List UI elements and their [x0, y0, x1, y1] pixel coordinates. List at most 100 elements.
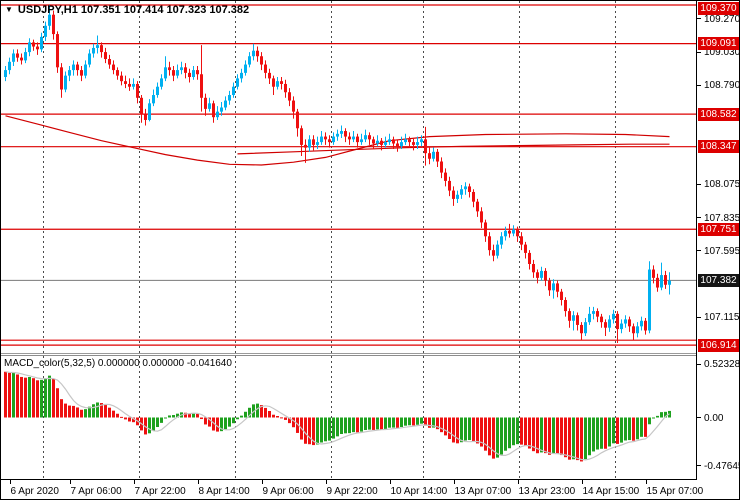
time-axis-tick — [325, 480, 327, 484]
candle-body — [300, 128, 303, 145]
candle-body — [424, 139, 427, 154]
macd-histogram-bar — [48, 375, 51, 418]
macd-histogram-bar — [488, 417, 491, 456]
candle-body — [604, 322, 607, 328]
candle-body — [452, 190, 455, 199]
candle-body — [320, 136, 323, 143]
time-axis-label: 10 Apr 14:00 — [390, 486, 448, 497]
macd-histogram-bar — [84, 409, 87, 418]
candle-body — [404, 139, 407, 143]
candle-body — [536, 272, 539, 278]
candle-body — [72, 64, 75, 71]
candle-body — [112, 64, 115, 71]
macd-axis-label: 0.523285 — [704, 359, 740, 371]
macd-histogram-bar — [264, 407, 267, 418]
candle-body — [76, 64, 79, 71]
macd-histogram-bar — [460, 417, 463, 443]
candle-body — [500, 236, 503, 245]
candle-body — [28, 42, 31, 53]
macd-axis-tick — [697, 417, 701, 418]
macd-histogram-bar — [420, 417, 423, 424]
y-axis-label: 108.075 — [704, 179, 740, 191]
time-axis-tick — [389, 480, 391, 484]
y-axis-tick — [697, 316, 701, 318]
candle-body — [180, 67, 183, 71]
candle-body — [512, 229, 515, 234]
candle-body — [636, 326, 639, 334]
macd-histogram-bar — [40, 379, 43, 418]
candle-body — [620, 323, 623, 330]
macd-histogram-bar — [544, 417, 547, 454]
candle-body — [296, 111, 299, 129]
macd-histogram-bar — [660, 412, 663, 418]
macd-histogram-bar — [368, 417, 371, 430]
price-chart[interactable] — [1, 1, 696, 353]
macd-histogram-bar — [640, 417, 643, 437]
macd-histogram-bar — [100, 403, 103, 418]
candle-body — [444, 172, 447, 181]
price-level-badge: 109.370 — [698, 1, 739, 15]
macd-histogram-bar — [648, 417, 651, 425]
candle-body — [120, 75, 123, 82]
macd-histogram-bar — [472, 417, 475, 442]
candle-body — [284, 83, 287, 93]
macd-histogram-bar — [312, 417, 315, 446]
candle-body — [456, 194, 459, 199]
macd-histogram-bar — [376, 417, 379, 430]
candle-body — [252, 50, 255, 57]
candle-body — [68, 70, 71, 76]
candle-body — [236, 78, 239, 87]
candle-body — [644, 320, 647, 331]
macd-histogram-bar — [148, 417, 151, 434]
macd-histogram-bar — [72, 405, 75, 418]
pane-divider[interactable] — [1, 353, 696, 356]
macd-histogram-bar — [284, 417, 287, 420]
macd-histogram-bar — [616, 417, 619, 444]
candle-body — [84, 64, 87, 76]
macd-histogram-bar — [288, 417, 291, 424]
candle-body — [532, 263, 535, 273]
y-axis-tick — [697, 51, 701, 53]
macd-histogram-bar — [428, 417, 431, 428]
ma-fast-red — [5, 115, 670, 166]
macd-histogram-bar — [644, 417, 647, 437]
candle-body — [556, 283, 559, 292]
macd-histogram-bar — [272, 414, 275, 418]
candle-body — [576, 315, 579, 325]
macd-histogram-bar — [16, 374, 19, 418]
macd-histogram-bar — [476, 417, 479, 444]
macd-histogram-bar — [208, 417, 211, 427]
candle-body — [568, 311, 571, 321]
y-axis-tick — [697, 18, 701, 20]
symbol-dropdown-icon[interactable]: ▼ — [5, 5, 13, 14]
candle-body — [668, 280, 671, 285]
candle-body — [92, 47, 95, 54]
candle-body — [200, 74, 203, 98]
candle-body — [204, 97, 207, 109]
macd-histogram-bar — [424, 417, 427, 426]
price-level-badge: 108.582 — [698, 107, 739, 121]
time-axis[interactable]: 6 Apr 2020 7 Apr 06:00 7 Apr 22:00 8 Apr 14… — [1, 479, 703, 499]
candle-body — [408, 139, 411, 143]
candle-body — [372, 139, 375, 144]
macd-histogram-bar — [276, 415, 279, 418]
candle-body — [100, 45, 103, 53]
macd-histogram-bar — [160, 417, 163, 423]
candle-body — [432, 151, 435, 159]
candle-body — [492, 250, 495, 256]
candle-body — [272, 78, 275, 87]
macd-histogram-bar — [4, 371, 7, 418]
time-axis-tick — [69, 480, 71, 484]
candle-body — [124, 81, 127, 84]
price-axis[interactable]: 109.270 109.030 108.790 108.075 107.835 107.5… — [696, 1, 740, 480]
candle-body — [664, 275, 667, 285]
time-axis-tick — [9, 480, 11, 484]
time-axis-label: 13 Apr 07:00 — [454, 486, 512, 497]
macd-histogram-bar — [596, 417, 599, 450]
candle-body — [172, 70, 175, 76]
macd-histogram-bar — [28, 376, 31, 418]
candle-body — [484, 222, 487, 237]
macd-chart[interactable] — [1, 356, 696, 479]
candle-body — [552, 283, 555, 291]
candle-body — [540, 270, 543, 278]
